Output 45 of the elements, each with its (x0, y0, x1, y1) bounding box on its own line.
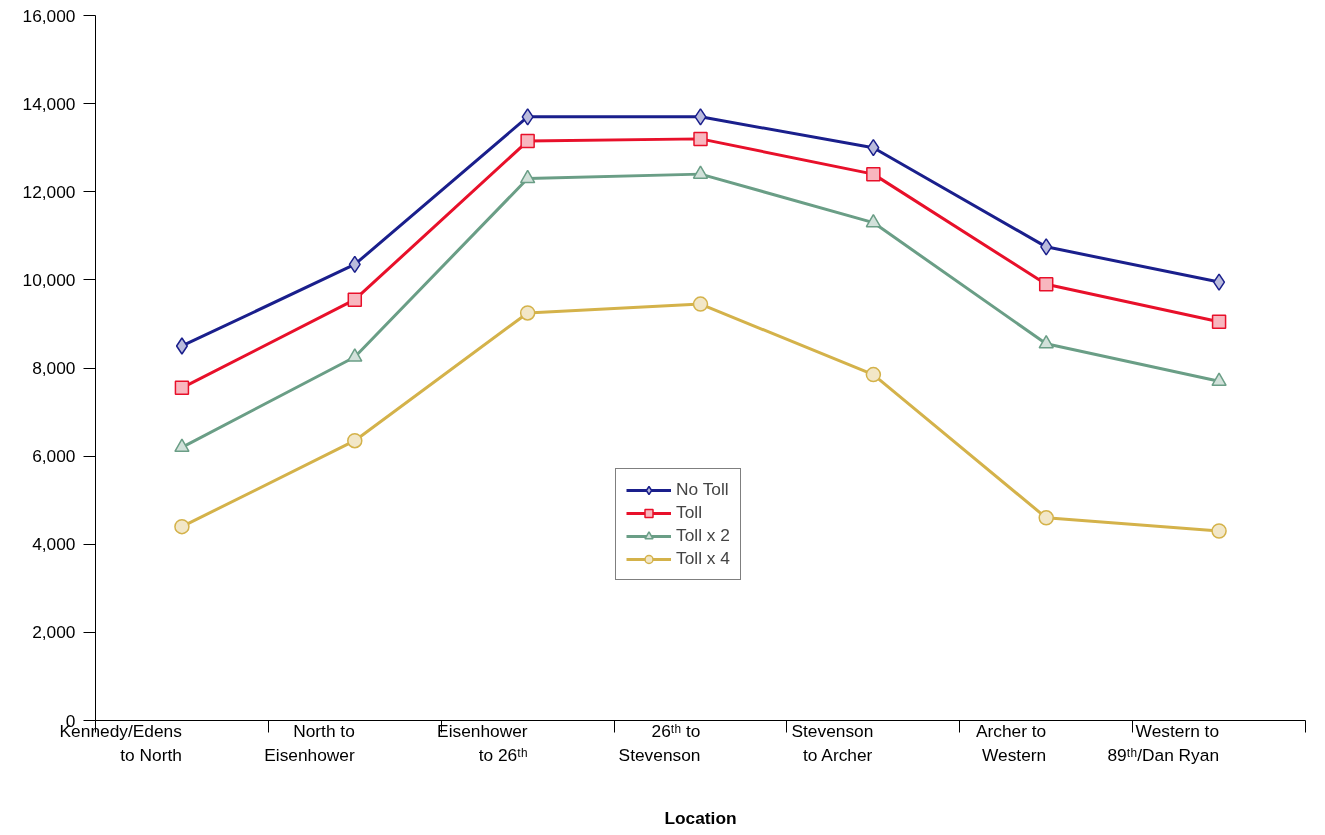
x-tick-label: Eisenhower to 26ᵗʰ (437, 720, 528, 765)
point (174, 518, 190, 535)
point (174, 380, 190, 396)
y-tick-label: 2,000 (32, 622, 76, 643)
legend-label: Toll (676, 502, 703, 523)
legend-label: Toll x 2 (676, 525, 730, 546)
y-tick-label: 12,000 (22, 181, 76, 202)
point (694, 108, 707, 126)
point (519, 169, 536, 184)
y-tick-label: 4,000 (32, 534, 76, 555)
point (866, 166, 881, 182)
point (175, 337, 189, 355)
point (693, 131, 708, 147)
point (692, 165, 709, 179)
x-tick-label: Archer to Western (975, 720, 1047, 765)
point (1038, 277, 1054, 292)
x-tick-label: Stevenson to Archer (791, 720, 874, 765)
point (1038, 510, 1054, 526)
x-tick-label: 26ᵗʰ to Stevenson (618, 720, 701, 765)
point (519, 305, 536, 321)
y-tick-label: 8,000 (32, 358, 76, 378)
legend-label: Toll x 4 (676, 548, 730, 569)
x-tick-label: North to Eisenhower (264, 720, 356, 765)
point (692, 296, 709, 312)
y-tick-label: 14,000 (22, 93, 76, 114)
y-tick-label: 10,000 (22, 269, 76, 290)
point (1211, 314, 1227, 329)
point (520, 133, 535, 149)
point (347, 292, 363, 307)
x-tick-label: Western to 89ᵗʰ/Dan Ryan (1107, 720, 1220, 765)
point (521, 108, 534, 126)
point (1212, 273, 1226, 291)
legend-label: No Toll (676, 479, 729, 500)
point (1211, 523, 1227, 539)
point (174, 438, 190, 453)
point (865, 366, 882, 383)
point (347, 348, 363, 362)
point (865, 213, 882, 228)
x-axis-title: Location (664, 807, 737, 828)
point (1211, 372, 1227, 387)
y-tick-label: 16,000 (22, 5, 76, 26)
point (1040, 238, 1053, 256)
y-tick-label: 6,000 (32, 446, 76, 467)
point (347, 432, 363, 449)
point (1038, 334, 1054, 349)
